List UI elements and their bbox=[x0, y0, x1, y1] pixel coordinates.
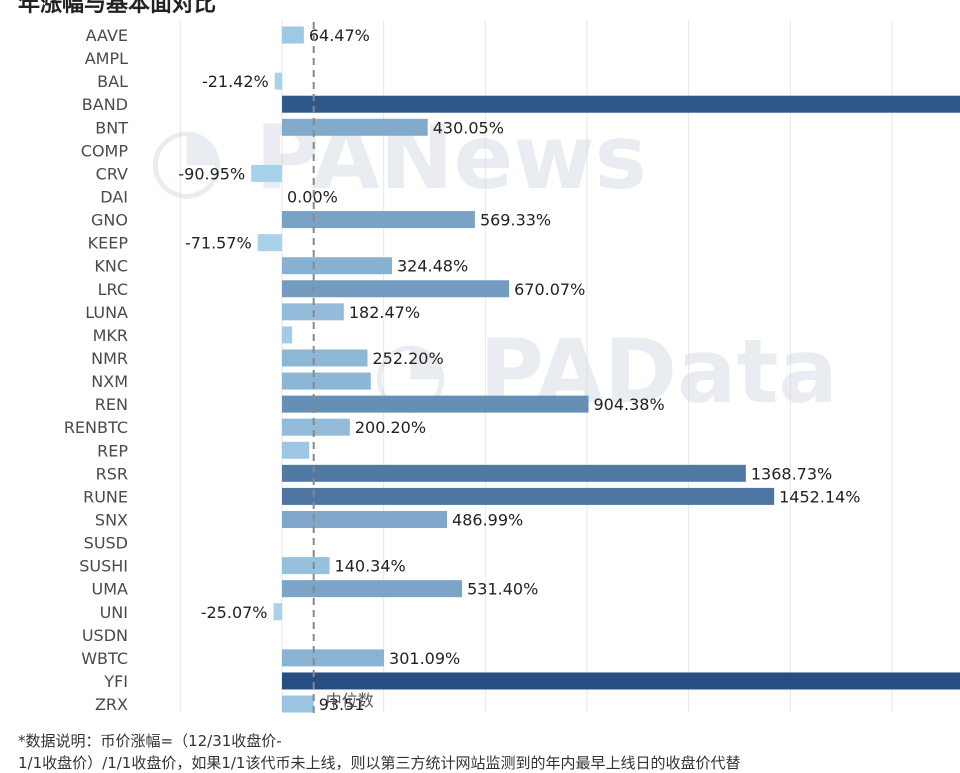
value-label-ren: 904.38% bbox=[593, 395, 664, 414]
median-label: 中位数 bbox=[326, 691, 374, 710]
bar-band bbox=[282, 95, 960, 113]
bar-chart: ◔ PANews◔ PAData AAVE AMPL BAL BAND BNT COMP C… bbox=[64, 20, 960, 714]
category-label-renbtc: RENBTC bbox=[64, 418, 128, 437]
category-label-ampl: AMPL bbox=[85, 49, 128, 68]
category-label-snx: SNX bbox=[95, 510, 128, 529]
category-label-sushi: SUSHI bbox=[79, 557, 128, 576]
value-label-uma: 531.40% bbox=[467, 580, 538, 599]
bar-renbtc bbox=[282, 418, 350, 436]
bar-wbtc bbox=[282, 649, 385, 667]
bar-crv bbox=[251, 164, 282, 182]
bar-sushi bbox=[282, 557, 330, 575]
value-label-lrc: 670.07% bbox=[514, 280, 585, 299]
category-label-keep: KEEP bbox=[88, 234, 129, 253]
footnote-line-2: 1/1收盘价）/1/1收盘价，如果1/1该代币未上线，则以第三方统计网站监测到的… bbox=[18, 754, 741, 772]
bar-knc bbox=[282, 257, 392, 275]
bar-gno bbox=[282, 211, 475, 229]
category-label-knc: KNC bbox=[94, 257, 128, 276]
bar-yfi bbox=[282, 672, 960, 690]
category-labels: AAVE AMPL BAL BAND BNT COMP CRV DAI GNO KEEP KNC LR… bbox=[64, 26, 129, 714]
bar-lrc bbox=[282, 280, 510, 298]
value-label-nmr: 252.20% bbox=[372, 349, 443, 368]
bar-rsr bbox=[282, 464, 746, 482]
category-label-yfi: YFI bbox=[103, 672, 128, 691]
value-label-rsr: 1368.73% bbox=[751, 464, 832, 483]
category-label-usdn: USDN bbox=[82, 626, 128, 645]
category-label-comp: COMP bbox=[81, 141, 129, 160]
value-label-bal: -21.42% bbox=[202, 72, 269, 91]
value-labels: 64.47%-21.42%2166.55%430.05%-90.95%0.00%… bbox=[178, 26, 860, 714]
bar-aave bbox=[282, 26, 304, 44]
category-label-band: BAND bbox=[82, 95, 128, 114]
value-label-gno: 569.33% bbox=[480, 211, 551, 230]
bar-ren bbox=[282, 395, 589, 413]
bar-bnt bbox=[282, 118, 428, 136]
value-label-sushi: 140.34% bbox=[335, 557, 406, 576]
footnote-line-1: *数据说明：币价涨幅=（12/31收盘价- bbox=[18, 732, 282, 750]
category-label-mkr: MKR bbox=[93, 326, 128, 345]
bar-keep bbox=[257, 234, 282, 252]
median-line-group: 中位数 bbox=[312, 22, 374, 714]
value-label-uni: -25.07% bbox=[201, 603, 268, 622]
category-label-susd: SUSD bbox=[84, 534, 128, 553]
value-label-luna: 182.47% bbox=[349, 303, 420, 322]
category-label-gno: GNO bbox=[91, 211, 128, 230]
category-label-zrx: ZRX bbox=[95, 695, 128, 714]
category-label-luna: LUNA bbox=[85, 303, 128, 322]
value-label-rune: 1452.14% bbox=[779, 487, 860, 506]
value-label-knc: 324.48% bbox=[397, 257, 468, 276]
bar-rep bbox=[282, 441, 310, 459]
category-label-lrc: LRC bbox=[98, 280, 128, 299]
bar-mkr bbox=[282, 326, 293, 344]
bar-zrx bbox=[282, 695, 314, 713]
value-label-aave: 64.47% bbox=[309, 26, 370, 45]
value-label-snx: 486.99% bbox=[452, 510, 523, 529]
value-label-dai: 0.00% bbox=[287, 187, 338, 206]
watermarks: ◔ PANews◔ PAData bbox=[148, 106, 838, 423]
value-label-wbtc: 301.09% bbox=[389, 649, 460, 668]
category-label-rsr: RSR bbox=[96, 464, 128, 483]
category-label-rune: RUNE bbox=[83, 487, 128, 506]
category-label-uma: UMA bbox=[92, 580, 129, 599]
bar-snx bbox=[282, 510, 448, 528]
category-label-ren: REN bbox=[95, 395, 128, 414]
bar-bal bbox=[274, 72, 282, 90]
value-label-bnt: 430.05% bbox=[433, 118, 504, 137]
value-label-zrx: 93.51 bbox=[319, 695, 365, 714]
bar-nxm bbox=[282, 372, 371, 390]
bar-nmr bbox=[282, 349, 368, 367]
category-label-dai: DAI bbox=[100, 187, 128, 206]
category-label-bnt: BNT bbox=[95, 118, 128, 137]
category-label-uni: UNI bbox=[100, 603, 128, 622]
category-label-rep: REP bbox=[97, 441, 128, 460]
value-label-crv: -90.95% bbox=[178, 164, 245, 183]
category-label-aave: AAVE bbox=[86, 26, 128, 45]
chart-title-fragment: 年涨幅与基本面对比 bbox=[18, 0, 217, 17]
category-label-nmr: NMR bbox=[91, 349, 128, 368]
category-label-crv: CRV bbox=[96, 164, 128, 183]
category-label-bal: BAL bbox=[97, 72, 128, 91]
category-label-nxm: NXM bbox=[91, 372, 128, 391]
bar-rune bbox=[282, 487, 775, 505]
bar-uma bbox=[282, 580, 463, 598]
category-label-wbtc: WBTC bbox=[81, 649, 128, 668]
bar-uni bbox=[273, 603, 282, 621]
bars bbox=[251, 26, 960, 713]
value-label-keep: -71.57% bbox=[185, 234, 252, 253]
value-label-renbtc: 200.20% bbox=[355, 418, 426, 437]
